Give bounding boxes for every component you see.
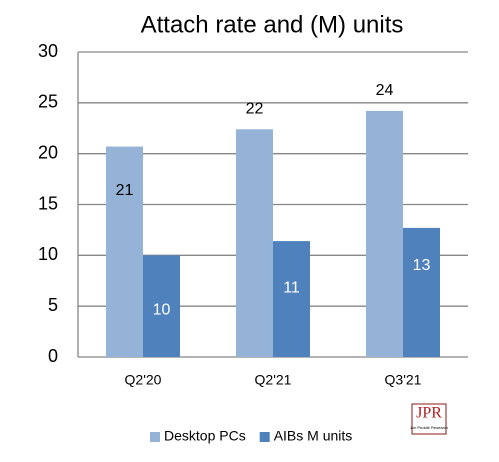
data-label: 13 [413,257,431,274]
logo-box [411,403,447,435]
data-label: 24 [376,82,394,99]
bar [236,129,273,357]
legend-swatch [150,432,160,442]
logo-subtitle: Jon Peddie Research [410,425,448,430]
logo: JPR [416,405,442,422]
y-tick-label: 0 [48,346,58,366]
x-tick-label: Q2'20 [125,372,162,388]
legend-label: Desktop PCs [164,428,246,444]
legend-swatch [259,432,270,442]
y-tick-label: 30 [38,41,58,61]
data-label: 11 [283,279,300,296]
y-tick-label: 15 [38,193,58,213]
bar [403,227,440,357]
x-tick-label: Q3'21 [385,372,422,388]
data-label: 10 [153,302,171,319]
y-tick-label: 10 [38,244,58,264]
data-label: 22 [246,100,264,117]
chart-title: Attach rate and (M) units [141,11,404,38]
y-tick-label: 5 [48,295,58,315]
bar [106,146,143,357]
bar [143,255,180,357]
legend-label: AIBs M units [274,428,353,444]
y-tick-label: 25 [38,92,58,112]
bar [366,110,403,357]
x-tick-label: Q2'21 [255,372,292,388]
bar [273,241,310,357]
data-label: 21 [116,182,134,199]
y-tick-label: 20 [38,142,58,162]
